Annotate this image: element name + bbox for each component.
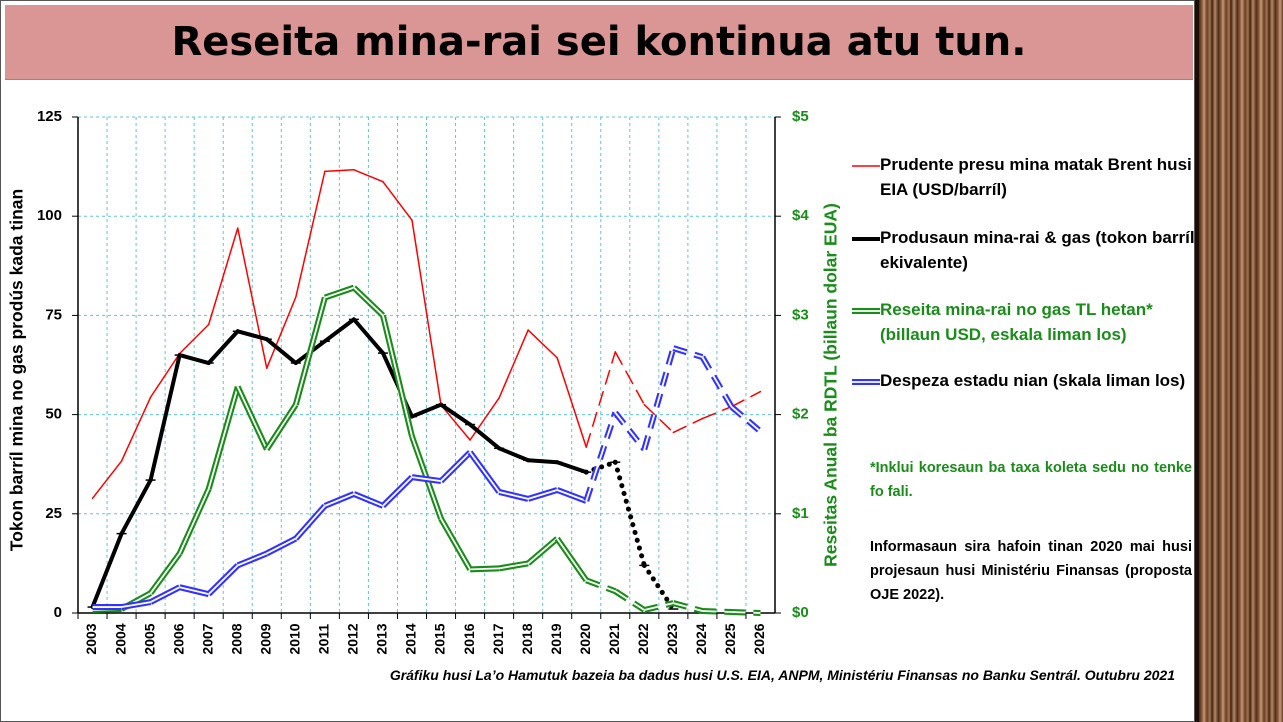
x-tick-label: 2012 <box>345 623 361 654</box>
line-segment-inner <box>441 452 470 481</box>
legend-label: Despeza estadu nian (skala liman los) <box>880 368 1195 393</box>
legend-label: Prudente presu mina matak Brent husi EIA… <box>880 152 1195 202</box>
line-segment-inner <box>528 539 557 564</box>
y-tick-label: 100 <box>37 207 62 224</box>
y-tick-label: 75 <box>45 306 62 323</box>
x-tick-label: 2017 <box>490 623 506 654</box>
x-tick-label: 2026 <box>751 623 767 654</box>
x-tick-label: 2024 <box>693 623 709 654</box>
line-segment-inner <box>238 387 267 449</box>
x-tick-label: 2013 <box>374 623 390 654</box>
note: Informasaun sira hafoin tinan 2020 mai h… <box>870 535 1192 607</box>
line-segment <box>470 425 499 449</box>
x-tick-label: 2021 <box>606 623 622 654</box>
y2-axis-title: Reseitas Anual ba RDTL (billaun dolar EU… <box>821 203 841 567</box>
x-tick-label: 2009 <box>257 623 273 654</box>
line-segment <box>354 319 383 353</box>
source: Gráfiku husi La’o Hamutuk bazeia ba dadu… <box>390 667 1175 683</box>
legend-label: Reseita mina-rai no gas TL hetan* (billa… <box>880 297 1195 347</box>
x-tick-label: 2015 <box>432 623 448 654</box>
line-segment <box>586 462 615 472</box>
chart: 0 25 50 75 100 125 $0 $1 $2 $3 $4 $5 Tokon barríl mi… <box>0 0 1283 722</box>
line-segment-inner <box>470 568 499 569</box>
legend-label: Produsaun mina-rai & gas (tokon barríl e… <box>880 225 1195 275</box>
y2-tick-label: $5 <box>792 108 809 125</box>
x-tick-label: 2010 <box>287 623 303 654</box>
line-segment <box>325 170 354 172</box>
line-segment <box>238 331 267 339</box>
x-tick-label: 2004 <box>112 623 128 654</box>
x-tick-label: 2022 <box>635 623 651 654</box>
x-tick-label: 2006 <box>170 623 186 654</box>
x-tick-label: 2018 <box>519 623 535 654</box>
x-tick-label: 2019 <box>548 623 564 654</box>
x-tick-label: 2003 <box>83 623 99 654</box>
y-tick-label: 0 <box>54 604 62 621</box>
footnote: *Inklui koresaun ba taxa koleta sedu no … <box>870 456 1192 504</box>
page: Reseita mina-rai sei kontinua atu tun. 0… <box>0 0 1283 722</box>
y2-tick-label: $0 <box>792 604 809 621</box>
y-tick-label: 125 <box>37 108 62 125</box>
y2-tick-label: $3 <box>792 306 809 323</box>
y-axis-title: Tokon barríl mina no gas prodús kada tin… <box>7 189 27 551</box>
y2-tick-label: $1 <box>792 505 809 522</box>
line-segment-inner <box>325 288 354 298</box>
x-tick-label: 2008 <box>228 623 244 654</box>
line-segment <box>499 448 528 460</box>
x-tick-label: 2011 <box>316 624 332 655</box>
y2-tick-label: $2 <box>792 406 809 423</box>
y-tick-label: 50 <box>45 406 62 423</box>
y2-tick-label: $4 <box>792 207 809 224</box>
line-segment <box>470 398 499 440</box>
x-tick-label: 2005 <box>141 623 157 654</box>
line-segment <box>180 355 209 363</box>
line-segment-inner <box>470 452 499 492</box>
x-tick-label: 2023 <box>664 623 680 654</box>
x-tick-label: 2016 <box>461 623 477 654</box>
x-tick-label: 2020 <box>577 623 593 654</box>
line-segment-inner <box>615 591 644 610</box>
y-tick-label: 25 <box>45 505 62 522</box>
line-segment <box>557 462 586 472</box>
x-tick-label: 2025 <box>722 623 738 654</box>
x-tick-label: 2007 <box>199 623 215 654</box>
x-tick-label: 2014 <box>403 623 419 654</box>
